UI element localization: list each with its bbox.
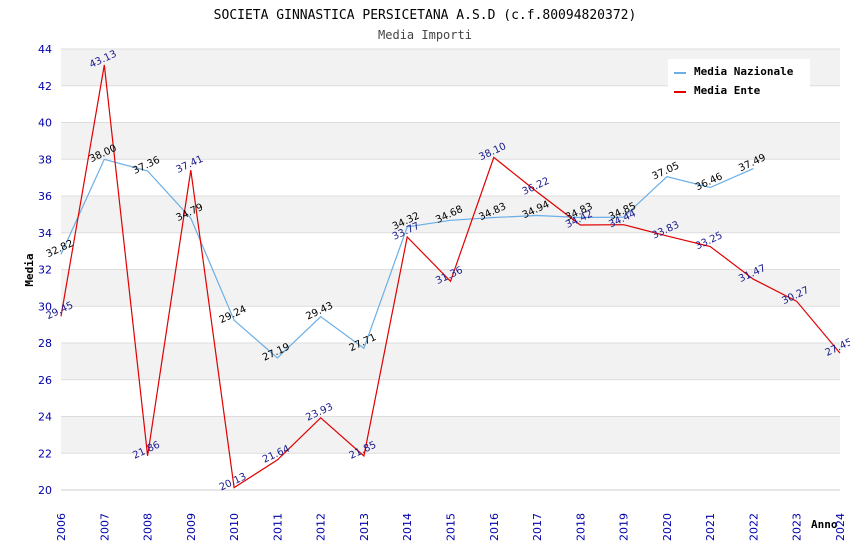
- chart-subtitle: Media Importi: [378, 28, 472, 42]
- x-tick-label: 2009: [185, 513, 198, 541]
- x-tick-label: 2015: [445, 513, 458, 541]
- x-tick-label: 2019: [618, 513, 631, 541]
- series-lines: [60, 64, 841, 489]
- legend-label-ente: Media Ente: [694, 84, 761, 97]
- background-band: [61, 416, 840, 454]
- legend-box: [668, 59, 810, 101]
- background-band: [61, 196, 840, 233]
- chart-title: SOCIETA GINNASTICA PERSICETANA A.S.D (c.…: [214, 8, 637, 23]
- x-tick-label: 2012: [315, 513, 328, 541]
- background-band: [61, 343, 840, 380]
- background-band: [61, 232, 840, 270]
- series-line-ente: [60, 64, 841, 489]
- legend: Media Nazionale Media Ente: [668, 59, 810, 101]
- background-band: [61, 306, 840, 343]
- y-tick-label: 36: [38, 190, 52, 203]
- background-band: [61, 379, 840, 417]
- y-tick-label: 34: [38, 227, 52, 240]
- background-band: [61, 453, 840, 490]
- y-tick-label: 40: [38, 117, 52, 130]
- background-bands: [61, 49, 840, 490]
- x-tick-label: 2011: [271, 513, 284, 541]
- x-tick-label: 2024: [834, 513, 847, 541]
- x-tick-label: 2017: [531, 513, 544, 541]
- x-tick-label: 2016: [488, 513, 501, 541]
- y-tick-label: 22: [38, 447, 52, 460]
- y-tick-label: 38: [38, 153, 52, 166]
- x-tick-label: 2021: [704, 513, 717, 541]
- x-tick-label: 2022: [747, 513, 760, 541]
- y-tick-label: 20: [38, 484, 52, 497]
- y-tick-label: 30: [38, 300, 52, 313]
- background-band: [61, 269, 840, 307]
- legend-label-nazionale: Media Nazionale: [694, 65, 794, 78]
- gridlines: [61, 48, 840, 491]
- background-band: [61, 122, 840, 160]
- x-tick-labels: 2006 2007 2008 2009 2010 2011 2012 2013 2014 2015…: [55, 513, 847, 541]
- x-axis-label: Anno: [811, 518, 838, 531]
- series-line-nazionale: [60, 158, 754, 359]
- y-tick-label: 42: [38, 80, 52, 93]
- x-tick-label: 2014: [401, 513, 414, 541]
- y-tick-label: 24: [38, 411, 52, 424]
- x-tick-label: 2018: [574, 513, 587, 541]
- x-tick-label: 2008: [142, 513, 155, 541]
- background-band: [61, 159, 840, 196]
- x-tick-label: 2010: [228, 513, 241, 541]
- y-tick-label: 44: [38, 43, 52, 56]
- x-tick-label: 2013: [358, 513, 371, 541]
- y-tick-label: 32: [38, 264, 52, 277]
- x-tick-label: 2007: [98, 513, 111, 541]
- y-tick-label: 26: [38, 374, 52, 387]
- x-tick-label: 2020: [661, 513, 674, 541]
- x-tick-label: 2006: [55, 513, 68, 541]
- x-tick-label: 2023: [791, 513, 804, 541]
- y-tick-label: 28: [38, 337, 52, 350]
- y-tick-labels: 20 22 24 26 28 30 32 34 36 38 40 42 44: [38, 43, 52, 497]
- y-axis-label: Media: [23, 253, 36, 286]
